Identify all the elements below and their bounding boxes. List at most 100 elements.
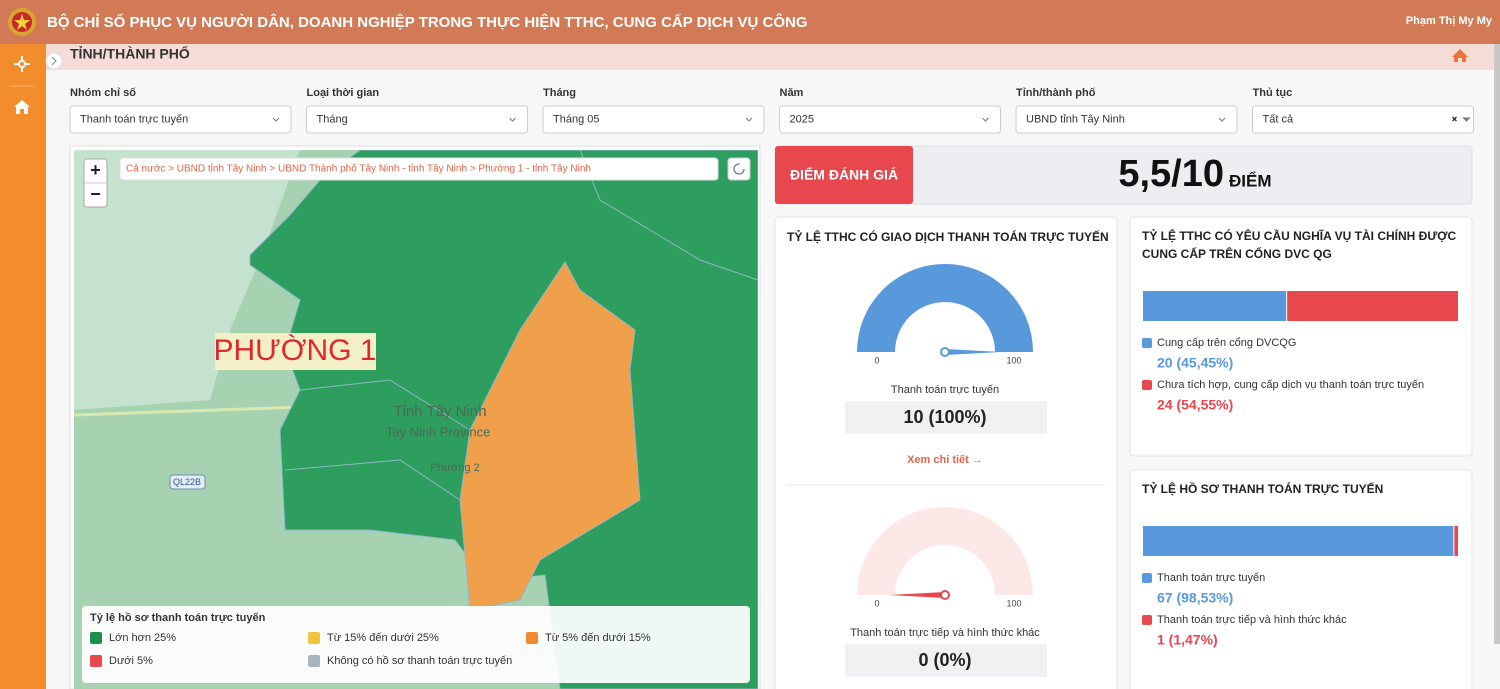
gauge-needle <box>945 349 1001 355</box>
boundary <box>284 379 471 501</box>
score-label-bg <box>775 146 913 204</box>
home-icon[interactable] <box>14 100 30 114</box>
map-breadcrumb[interactable]: Cả nước > UBND tỉnh Tây Ninh > UBND Thàn… <box>126 163 591 175</box>
score-label: ĐIỂM ĐÁNH GIÁ <box>790 166 898 183</box>
chevron <box>982 117 989 122</box>
legend-swatch <box>90 632 102 644</box>
filter-value: 2025 <box>790 113 814 125</box>
map-region-selected[interactable] <box>459 261 641 611</box>
gauge-value-label: 10 (100%) <box>903 407 986 427</box>
sidebar-toggle[interactable] <box>45 52 63 70</box>
boundary <box>579 150 758 281</box>
filter-value: Thanh toán trực tuyến <box>80 113 188 125</box>
score-unit: ĐIỂM <box>1229 171 1272 190</box>
chevron <box>1218 117 1226 122</box>
legend-swatch <box>526 632 538 644</box>
filter-value: UBND tỉnh Tây Ninh <box>1026 113 1125 125</box>
chevron <box>1462 117 1471 122</box>
bar-segment <box>1454 526 1458 556</box>
filter-select[interactable] <box>69 105 292 134</box>
user-name[interactable]: Phạm Thị My My <box>1406 15 1493 27</box>
value-label: 67 (98,53%) <box>1157 590 1233 606</box>
menu-icon[interactable] <box>14 56 30 72</box>
scrollbar <box>1494 44 1500 644</box>
toggle-arrow <box>51 56 57 66</box>
filter-select[interactable] <box>1015 105 1238 134</box>
gauge-max: 100 <box>1006 598 1021 608</box>
legend-label: Thanh toán trực tiếp và hình thức khác <box>1157 614 1347 626</box>
bar-card <box>1129 469 1473 689</box>
filters: Nhóm chỉ số Thanh toán trực tuyến Loại thờ… <box>69 87 1474 134</box>
logo-star <box>14 14 30 30</box>
gauge-value-box <box>845 644 1047 677</box>
map-legend-title: Tỷ lệ hồ sơ thanh toán trực tuyến <box>90 612 266 624</box>
page-title: TỈNH/THÀNH PHỐ <box>70 45 190 62</box>
value-label: 24 (54,55%) <box>1157 397 1233 413</box>
zoom-out[interactable]: − <box>90 184 101 204</box>
value-label: 1 (1,47%) <box>1157 632 1218 648</box>
legend-label: Dưới 5% <box>109 655 153 667</box>
bar-cards: TỶ LỆ TTHC CÓ YÊU CẦU NGHĨA VỤ TÀI CHÍNH… <box>1142 228 1458 648</box>
filter-select[interactable] <box>779 105 1001 134</box>
filter-label: Tỉnh/thành phố <box>1016 87 1096 99</box>
legend-swatch <box>90 655 102 667</box>
legend-swatch <box>1142 380 1152 390</box>
bar-card <box>1129 216 1473 457</box>
filter-label: Nhóm chỉ số <box>70 87 136 99</box>
filter-value: Tháng <box>317 113 348 125</box>
map-legend-items: Lớn hơn 25% Từ 15% đến dưới 25% Từ 5% đến … <box>90 632 651 667</box>
legend-swatch <box>1142 615 1152 625</box>
chevron <box>272 117 280 122</box>
header-title: BỘ CHỈ SỐ PHỤC VỤ NGƯỜI DÂN, DOANH NGHIỆ… <box>47 13 808 31</box>
legend-label: Chưa tích hợp, cung cấp dịch vụ thanh to… <box>1157 379 1424 391</box>
gauge-value <box>857 263 1033 352</box>
filter-label: Tháng <box>543 87 576 99</box>
gauges: 0 100 Thanh toán trực tuyến 10 (100%) 0 100 Th… <box>845 263 1047 677</box>
map[interactable] <box>74 150 758 689</box>
gauge-value-label: 0 (0%) <box>918 650 971 670</box>
road-label: QL22B <box>173 477 201 487</box>
refresh-icon <box>733 163 745 175</box>
region-label: PHƯỜNG 1 <box>213 334 376 367</box>
filter-select[interactable] <box>306 105 528 134</box>
filter-select[interactable] <box>542 105 765 134</box>
legend-label: Thanh toán trực tuyến <box>1157 572 1265 584</box>
legend-label: Từ 5% đến dưới 15% <box>545 632 651 644</box>
gauge-needle <box>889 592 945 598</box>
gauge-hub <box>940 347 950 357</box>
refresh-button[interactable] <box>727 157 751 181</box>
legend-label: Cung cấp trên cổng DVCQG <box>1157 337 1296 349</box>
card-title: CUNG CẤP TRÊN CỔNG DVC QG <box>1142 246 1332 261</box>
bar-segment <box>1287 291 1458 321</box>
legend-swatch <box>308 655 320 667</box>
legend-label: Không có hồ sơ thanh toán trực tuyến <box>327 655 512 667</box>
score-value: 5,5/10 <box>1118 153 1224 195</box>
zoom-in[interactable]: + <box>90 160 101 180</box>
map-breadcrumb-box <box>119 157 719 181</box>
detail-link[interactable]: Xem chi tiết → <box>907 454 983 466</box>
gauge-max: 100 <box>1006 355 1021 365</box>
card-title: TỶ LỆ TTHC CÓ YÊU CẦU NGHĨA VỤ TÀI CHÍNH… <box>1142 228 1457 243</box>
card-title: TỶ LỆ TTHC CÓ GIAO DỊCH THANH TOÁN TRỰC … <box>787 229 1109 244</box>
gauge-min: 0 <box>874 598 879 608</box>
chevron <box>509 117 516 122</box>
filter-value: Tất cả <box>1263 113 1294 125</box>
gauge-label: Thanh toán trực tiếp và hình thức khác <box>850 627 1040 639</box>
home-link[interactable] <box>1452 49 1468 62</box>
sidebar <box>0 44 46 689</box>
road-badge <box>169 474 206 490</box>
place-label: Tay Ninh Province <box>386 424 491 439</box>
bar-segment <box>1143 526 1454 556</box>
legend-label: Lớn hơn 25% <box>109 632 176 644</box>
legend-swatch <box>308 632 320 644</box>
chevron <box>745 117 753 122</box>
header-bar <box>0 0 1500 44</box>
legend-swatch <box>1142 338 1152 348</box>
filter-value: Tháng 05 <box>553 113 599 125</box>
gauge-track <box>857 506 1033 595</box>
filter-select[interactable] <box>1252 105 1474 134</box>
place-label: Phường 2 <box>430 462 479 474</box>
gauge-hub <box>940 590 950 600</box>
legend-label: Từ 15% đến dưới 25% <box>327 632 439 644</box>
